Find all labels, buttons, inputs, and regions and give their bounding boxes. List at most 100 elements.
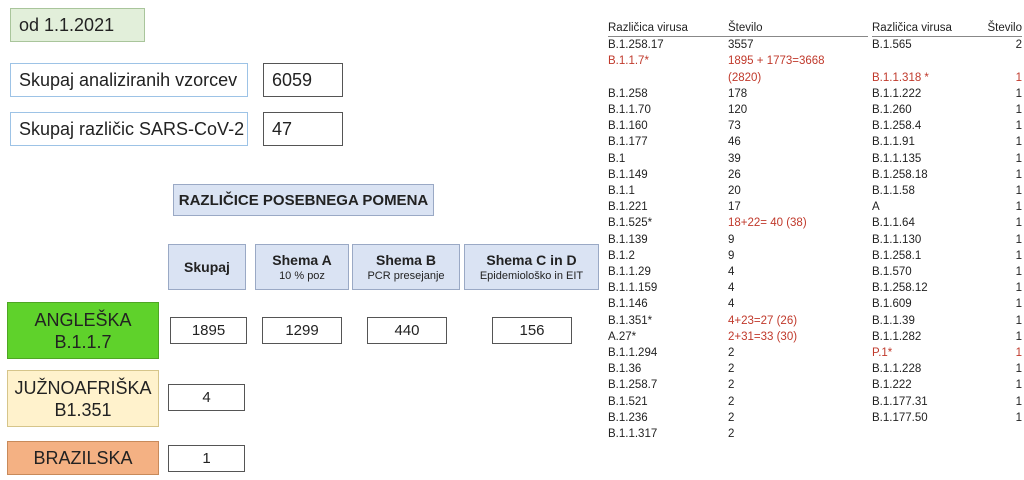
variant-count-cell: 20 bbox=[728, 183, 868, 199]
count-value: 4+23=27 (26) bbox=[728, 314, 798, 327]
table-row: B.1.1.91 1 bbox=[872, 134, 1022, 150]
english-total-value: 1895 bbox=[170, 317, 247, 344]
variant-count-cell: 4 bbox=[728, 296, 868, 312]
count-value: 4 bbox=[728, 298, 735, 311]
variant-table-1: Različica virusa Število B.1.258.17 3557 B… bbox=[608, 20, 868, 442]
count-value-secondary: (2820) bbox=[728, 71, 762, 84]
variant-count-cell: 1 bbox=[977, 410, 1022, 426]
variant-count-cell: 4+23=27 (26) bbox=[728, 313, 868, 329]
table-row: B.1.1 20 bbox=[608, 183, 868, 199]
variant-count-cell: 2 bbox=[728, 426, 868, 442]
table-row: B.1.1.135 1 bbox=[872, 151, 1022, 167]
variant-code: B1.351 bbox=[54, 399, 112, 420]
variant-name: JUŽNOAFRIŠKA bbox=[14, 377, 152, 398]
table-row: B.1.258 178 bbox=[608, 86, 868, 102]
variant-name-cell: B.1.1.318 * bbox=[872, 71, 929, 84]
variant-name-cell: B.1.1.294 bbox=[608, 347, 658, 360]
variant-count-cell: 18+22= 40 (38) bbox=[728, 215, 868, 231]
variant-name-cell: B.1.236 bbox=[608, 411, 648, 424]
variant-count-cell: 178 bbox=[728, 86, 868, 102]
col-header-subtitle: PCR presejanje bbox=[367, 270, 445, 282]
count-value: 178 bbox=[728, 87, 748, 100]
col-header-total: Skupaj bbox=[168, 244, 246, 290]
variant-count-cell: 1 bbox=[977, 151, 1022, 167]
variant-count-cell: 1 bbox=[977, 280, 1022, 296]
count-value: 1 bbox=[1015, 330, 1022, 343]
variant-name-cell: B.1.1.58 bbox=[872, 185, 915, 198]
table-row: B.1.139 9 bbox=[608, 232, 868, 248]
variant-count-cell: 1 bbox=[977, 248, 1022, 264]
variant-count-cell: 1 bbox=[977, 264, 1022, 280]
date-label: od 1.1.2021 bbox=[10, 8, 145, 42]
table-row: B.1.177.50 1 bbox=[872, 410, 1022, 426]
table-row: B.1.1.317 2 bbox=[608, 426, 868, 442]
variant-name-cell: A.27* bbox=[608, 330, 637, 343]
variant-south-african: JUŽNOAFRIŠKA B1.351 bbox=[7, 370, 159, 427]
col-header-scheme-cd: Shema C in D Epidemiološko in EIT bbox=[464, 244, 599, 290]
count-value: 1 bbox=[1015, 104, 1022, 117]
table-row: B.1.1.222 1 bbox=[872, 86, 1022, 102]
table-header-row: Različica virusa Število bbox=[872, 20, 1022, 38]
table-header-row: Različica virusa Število bbox=[608, 20, 868, 38]
table-row bbox=[872, 53, 1022, 69]
table-row: B.1.258.4 1 bbox=[872, 118, 1022, 134]
count-value: 1 bbox=[1015, 298, 1022, 311]
variant-name-cell: B.1.1.29 bbox=[608, 266, 651, 279]
variant-count-cell: 17 bbox=[728, 199, 868, 215]
table-row: B.1.1.29 4 bbox=[608, 264, 868, 280]
variant-name-cell: B.1.222 bbox=[872, 379, 912, 392]
table-row: B.1.1.130 1 bbox=[872, 232, 1022, 248]
count-value: 9 bbox=[728, 233, 735, 246]
count-value: 2 bbox=[1015, 39, 1022, 52]
variant-count-cell: 9 bbox=[728, 248, 868, 264]
variant-count-cell: 2 bbox=[728, 410, 868, 426]
count-value: 2 bbox=[728, 395, 735, 408]
total-variants-label: Skupaj različic SARS-CoV-2 bbox=[10, 112, 248, 146]
variant-count-cell: 1 bbox=[977, 345, 1022, 361]
count-value: 1 bbox=[1015, 266, 1022, 279]
count-value: 2 bbox=[728, 428, 735, 441]
variant-count-cell: 1 bbox=[977, 394, 1022, 410]
variant-count-cell: 4 bbox=[728, 264, 868, 280]
variant-count-cell: 1 bbox=[977, 167, 1022, 183]
table-row: B.1.2 9 bbox=[608, 248, 868, 264]
section-title: RAZLIČICE POSEBNEGA POMENA bbox=[173, 184, 434, 216]
table-row: B.1.1.7* 1895 + 1773=3668 (2820) bbox=[608, 53, 868, 85]
variant-count-cell: 1 bbox=[977, 134, 1022, 150]
variant-code: B.1.1.7 bbox=[54, 331, 112, 352]
count-value: 2 bbox=[728, 363, 735, 376]
table-row: B.1.258.12 1 bbox=[872, 280, 1022, 296]
variant-name-cell: B.1.149 bbox=[608, 168, 648, 181]
variant-name-cell: B.1.1.317 bbox=[608, 428, 658, 441]
table-row: B.1.160 73 bbox=[608, 118, 868, 134]
table-row: B.1.1.39 1 bbox=[872, 313, 1022, 329]
total-variants-value: 47 bbox=[263, 112, 343, 146]
count-value: 1 bbox=[1015, 379, 1022, 392]
count-value: 120 bbox=[728, 104, 748, 117]
table-row: B.1.146 4 bbox=[608, 296, 868, 312]
table-row: B.1.221 17 bbox=[608, 199, 868, 215]
count-value: 18+22= 40 (38) bbox=[728, 217, 807, 230]
table-row: B.1.521 2 bbox=[608, 394, 868, 410]
count-value: 1 bbox=[1015, 249, 1022, 262]
variant-name-cell: B.1.258.7 bbox=[608, 379, 658, 392]
variant-brazilian: BRAZILSKA bbox=[7, 441, 159, 475]
variant-name-cell: P.1* bbox=[872, 347, 893, 360]
variant-table-2: Različica virusa Število B.1.565 2 B.1.1.… bbox=[872, 20, 1022, 426]
variant-name-cell: B.1.570 bbox=[872, 266, 912, 279]
variant-count-cell: 1 bbox=[977, 118, 1022, 134]
table-row: B.1.570 1 bbox=[872, 264, 1022, 280]
count-value: 4 bbox=[728, 266, 735, 279]
variant-english: ANGLEŠKA B.1.1.7 bbox=[7, 302, 159, 359]
variant-name: BRAZILSKA bbox=[33, 448, 133, 468]
variant-count-cell bbox=[977, 53, 1022, 69]
table-row: B.1.258.1 1 bbox=[872, 248, 1022, 264]
count-value: 39 bbox=[728, 152, 741, 165]
count-value: 26 bbox=[728, 168, 741, 181]
variant-count-cell: 1 bbox=[977, 313, 1022, 329]
variant-count-cell: 2 bbox=[728, 394, 868, 410]
count-value: 1895 + 1773=3668 bbox=[728, 55, 825, 68]
table-row: B.1.177.31 1 bbox=[872, 394, 1022, 410]
count-value: 1 bbox=[1015, 363, 1022, 376]
